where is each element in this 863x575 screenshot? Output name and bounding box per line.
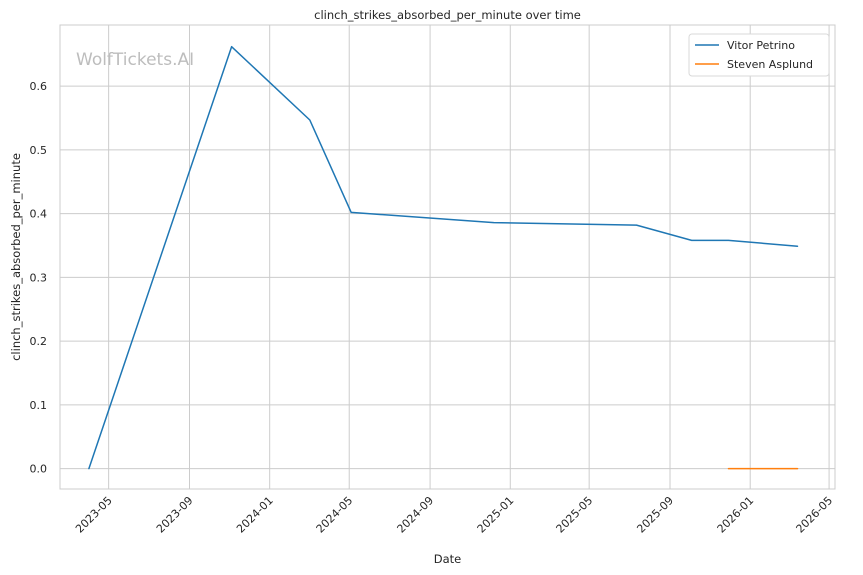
y-tick-label: 0.6 <box>30 80 48 93</box>
legend-box <box>688 33 830 77</box>
x-axis-title: Date <box>434 552 462 566</box>
grid <box>60 25 835 489</box>
x-tick-label: 2026-01 <box>715 494 757 536</box>
y-tick-label: 0.1 <box>30 399 48 412</box>
x-tick-label: 2023-09 <box>154 494 196 536</box>
chart-title: clinch_strikes_absorbed_per_minute over … <box>314 8 581 22</box>
x-tick-label: 2023-05 <box>73 494 115 536</box>
y-tick-label: 0.2 <box>30 335 48 348</box>
plot-frame <box>59 24 836 490</box>
y-tick-label: 0.3 <box>30 271 48 284</box>
x-tick-label: 2024-09 <box>395 494 437 536</box>
legend-items: Vitor Petrino Steven Asplund <box>695 39 813 71</box>
x-tick-label: 2024-05 <box>314 494 356 536</box>
legend-label-1: Steven Asplund <box>727 58 813 71</box>
x-tick-label: 2024-01 <box>234 494 276 536</box>
x-tick-label: 2025-05 <box>554 494 596 536</box>
series-line-0 <box>88 45 799 470</box>
legend: Vitor Petrino Steven Asplund <box>688 33 830 77</box>
y-tick-labels: 0.0 0.1 0.2 0.3 0.4 0.5 0.6 <box>30 80 48 475</box>
y-tick-label: 0.5 <box>30 144 48 157</box>
y-axis-title: clinch_strikes_absorbed_per_minute <box>9 153 23 361</box>
x-tick-label: 2026-05 <box>794 494 836 536</box>
y-tick-label: 0.0 <box>30 463 48 476</box>
legend-label-0: Vitor Petrino <box>727 39 795 52</box>
x-tick-labels: 2023-05 2023-09 2024-01 2024-05 2024-09 2025-… <box>73 494 835 536</box>
series-layer <box>88 45 799 470</box>
x-tick-label: 2025-09 <box>634 494 676 536</box>
watermark: WolfTickets.AI <box>76 50 194 70</box>
x-tick-label: 2025-01 <box>475 494 517 536</box>
y-tick-label: 0.4 <box>30 208 48 221</box>
